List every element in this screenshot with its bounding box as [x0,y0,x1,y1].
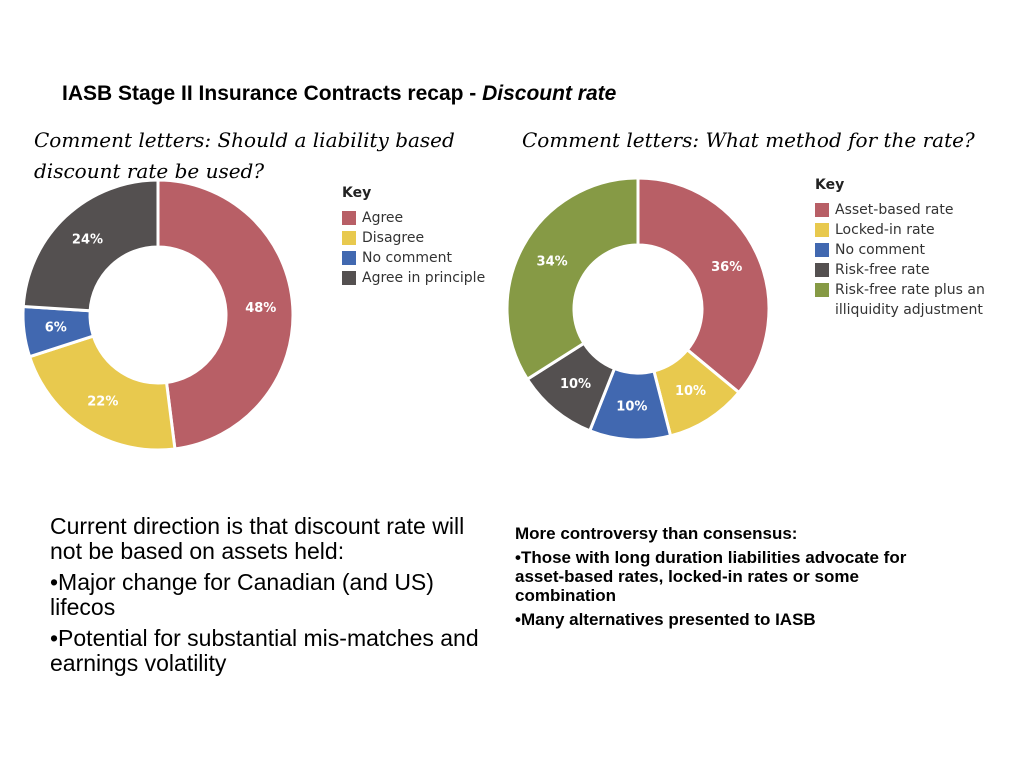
right-text-block: More controversy than consensus: •Those … [515,524,955,634]
chart-1-legend: Key Agree Disagree No comment Agree in prin… [342,185,485,288]
chart-1-legend-label-disagree: Disagree [362,230,425,246]
chart-1-label-agree: 48% [245,301,276,316]
chart-2-legend: Key Asset-based rate Locked-in rate No com… [815,177,1005,320]
chart-2-legend-item-risk-free-rate-plus-an-illiquidity-adjustment: Risk-free rate plus an illiquidity adjus… [815,280,1005,320]
chart-2-legend-items: Asset-based rate Locked-in rate No comment… [815,200,1005,320]
chart-2-legend-swatch-no-comment [815,243,829,257]
chart-2-legend-item-locked-in-rate: Locked-in rate [815,220,1005,240]
chart-1-legend-item-no-comment: No comment [342,248,485,268]
left-intro: Current direction is that discount rate … [50,513,465,564]
title-italic: Discount rate [482,82,617,105]
chart-2-legend-swatch-risk-free-rate [815,263,829,277]
left-text-block: Current direction is that discount rate … [50,514,490,682]
chart-2-slice-risk-free-rate-plus-an-illiquidity-adjustment [505,176,640,382]
chart-2-slice-asset-based-rate [636,176,771,395]
chart-1-legend-items: Agree Disagree No comment Agree in principl… [342,208,485,288]
chart-1-label-agree-in-principle: 24% [72,232,103,247]
chart-1-slice-agree [156,178,295,451]
chart-2-legend-label-no-comment: No comment [835,242,926,258]
chart-2-legend-label-risk-free-rate-plus-an-illiquidity-adjustment: Risk-free rate plus an illiquidity adjus… [835,282,985,318]
chart-2-label-risk-free-rate-plus-an-illiquidity-adjustment: 34% [537,254,568,269]
chart-1-legend-label-agree: Agree [362,210,404,226]
chart-2-legend-label-locked-in-rate: Locked-in rate [835,222,935,238]
donut-chart-2: 36% 10% 10% 10% 34% [505,176,771,442]
right-bullet-2: •Many alternatives presented to IASB [515,610,816,629]
chart-2-legend-item-asset-based-rate: Asset-based rate [815,200,1005,220]
chart-2-label-locked-in-rate: 10% [675,384,706,399]
chart-1-legend-item-agree: Agree [342,208,485,228]
chart-1-label-no-comment: 6% [45,320,67,335]
chart-2-legend-title: Key [815,177,845,193]
chart-1-legend-title: Key [342,185,372,201]
chart-1-legend-swatch-disagree [342,231,356,245]
chart-2-label-no-comment: 10% [616,399,647,414]
chart-2-title: Comment letters: What method for the rat… [522,128,975,152]
chart-2-legend-swatch-asset-based-rate [815,203,829,217]
chart-2-legend-swatch-locked-in-rate [815,223,829,237]
page-title: IASB Stage II Insurance Contracts recap … [62,82,616,106]
chart-1-legend-swatch-agree-in-principle [342,271,356,285]
left-bullet-1: •Major change for Canadian (and US) life… [50,569,434,620]
chart-2-legend-swatch-risk-free-rate-plus-an-illiquidity-adjustment [815,283,829,297]
chart-2-label-asset-based-rate: 36% [711,260,742,275]
chart-1-label-disagree: 22% [87,394,118,409]
title-main: IASB Stage II Insurance Contracts recap … [62,82,483,105]
right-intro: More controversy than consensus: [515,524,798,543]
chart-1-slice-disagree [27,334,177,452]
chart-1-legend-item-agree-in-principle: Agree in principle [342,268,485,288]
chart-1-legend-item-disagree: Disagree [342,228,485,248]
chart-1-legend-swatch-no-comment [342,251,356,265]
donut-chart-1: 48% 22% 6% 24% [21,178,295,452]
chart-1-slice-agree-in-principle [21,178,160,313]
chart-1-legend-swatch-agree [342,211,356,225]
chart-2-label-risk-free-rate: 10% [560,377,591,392]
chart-1-legend-label-agree-in-principle: Agree in principle [362,270,486,286]
chart-2-legend-item-no-comment: No comment [815,240,1005,260]
chart-2-legend-label-asset-based-rate: Asset-based rate [835,202,954,218]
left-bullet-2: •Potential for substantial mis-matches a… [50,625,479,676]
right-bullet-1: •Those with long duration liabilities ad… [515,548,907,605]
chart-1-title: Comment letters: Should a liability base… [34,128,455,183]
chart-2-legend-label-risk-free-rate: Risk-free rate [835,262,930,278]
chart-2-legend-item-risk-free-rate: Risk-free rate [815,260,1005,280]
chart-1-legend-label-no-comment: No comment [362,250,453,266]
